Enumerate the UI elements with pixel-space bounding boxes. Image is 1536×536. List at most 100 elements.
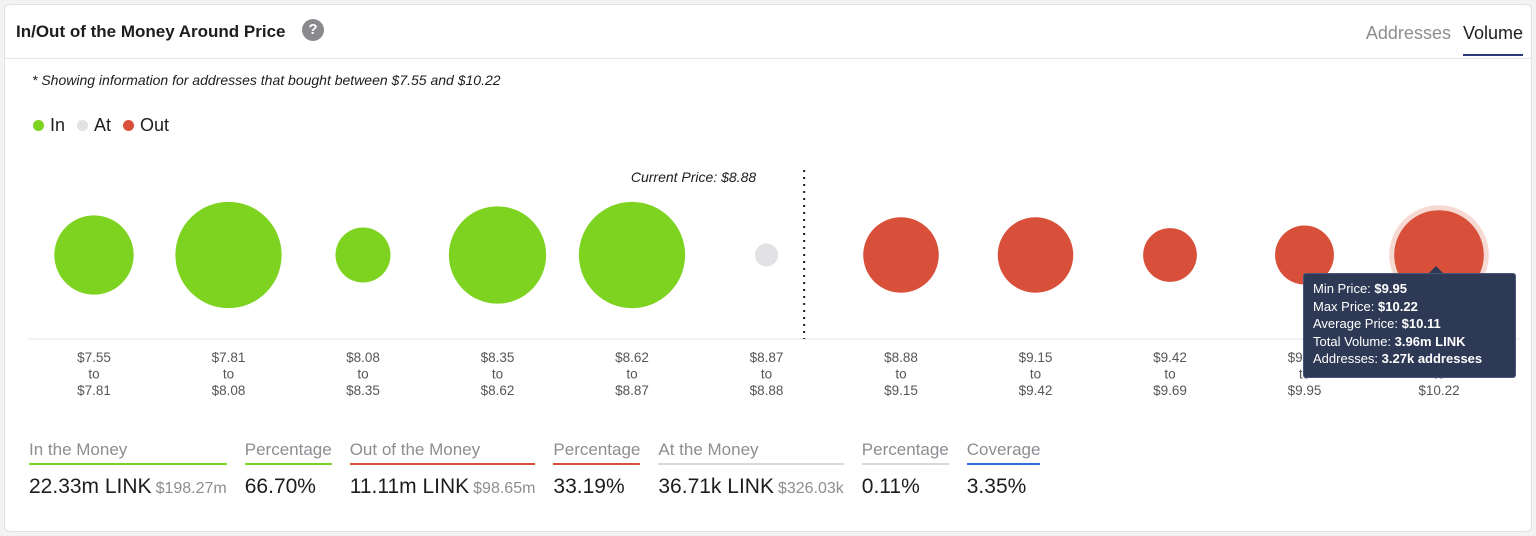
- stat-label: In the Money: [29, 440, 227, 465]
- tooltip-avg-label: Average Price:: [1313, 316, 1399, 331]
- bubble-in: [335, 227, 391, 283]
- card-header: In/Out of the Money Around Price ? Addre…: [5, 5, 1533, 59]
- stat-label: Out of the Money: [349, 440, 536, 465]
- bubble-in: [448, 206, 547, 304]
- stat-out-of-the-money: Out of the Money 11.11m LINK $98.65m: [349, 440, 536, 499]
- tooltip-min-label: Min Price:: [1313, 281, 1371, 296]
- bubble-in: [54, 215, 134, 295]
- tooltip-avg-row: Average Price: $10.11: [1313, 315, 1515, 333]
- stat-label: Percentage: [553, 440, 641, 465]
- range-note: * Showing information for addresses that…: [32, 72, 501, 88]
- bin-label: $7.81: [77, 383, 111, 398]
- bin-label: $8.88: [750, 383, 784, 398]
- bubble-out: [997, 217, 1074, 293]
- bin-label: to: [1030, 367, 1041, 382]
- stat-value: 11.11m LINK $98.65m: [350, 475, 536, 499]
- tooltip-max-label: Max Price:: [1313, 298, 1375, 314]
- stat-label: Percentage: [861, 440, 949, 465]
- stat-value: 0.11%: [861, 475, 920, 498]
- legend-item-at[interactable]: At: [77, 115, 111, 136]
- bubble-out: [1143, 228, 1197, 282]
- tooltip-vol-row: Total Volume: 3.96m LINK: [1313, 333, 1515, 351]
- tooltip-arrow: [1429, 266, 1443, 273]
- bin-label: $8.62: [615, 350, 649, 365]
- bin-label: to: [761, 367, 772, 382]
- help-icon[interactable]: ?: [302, 19, 324, 41]
- bin-label: to: [223, 367, 234, 382]
- tooltip-addr-row: Addresses: 3.27k addresses: [1313, 350, 1515, 368]
- bin-label: $8.08: [212, 383, 246, 398]
- tab-addresses[interactable]: Addresses: [1365, 23, 1451, 43]
- bin-label: $9.42: [1153, 350, 1187, 365]
- stat-main: 11.11m LINK: [349, 475, 470, 498]
- bin-label: to: [88, 367, 99, 382]
- bubble-out: [863, 217, 939, 293]
- summary-stats: In the Money 22.33m LINK $198.27m Percent…: [29, 440, 1058, 499]
- stat-value: 33.19%: [553, 475, 625, 498]
- tooltip-addr-label: Addresses:: [1313, 351, 1379, 366]
- tooltip-min-row: Min Price: $9.95: [1313, 280, 1515, 298]
- bubble-out: [1275, 225, 1334, 285]
- bin-label: to: [626, 367, 637, 382]
- stat-value: 3.35%: [966, 475, 1027, 498]
- bin-label: to: [357, 367, 368, 382]
- stat-sub: $198.27m: [155, 480, 227, 497]
- bin-label: to: [492, 367, 503, 382]
- stat-main: 22.33m LINK: [29, 475, 152, 498]
- view-tabs: Addresses Volume: [1354, 5, 1523, 59]
- bin-label: $9.42: [1019, 383, 1053, 398]
- tooltip-max-row: Max Price: $10.22: [1313, 298, 1515, 316]
- bin-label: $8.08: [346, 350, 380, 365]
- bin-label: $8.87: [615, 383, 649, 398]
- legend-label-out: Out: [140, 115, 170, 135]
- stat-out-percentage: Percentage 33.19%: [553, 440, 641, 499]
- bubble-at: [754, 243, 779, 267]
- stat-in-percentage: Percentage 66.70%: [244, 440, 332, 499]
- bin-label: $8.62: [481, 383, 515, 398]
- chart-legend: In At Out: [33, 115, 181, 136]
- bin-label: $9.15: [1019, 350, 1053, 365]
- tooltip-addr-value: 3.27k addresses: [1381, 351, 1483, 366]
- bin-label: $8.35: [481, 350, 515, 365]
- stat-value: 22.33m LINK $198.27m: [29, 475, 227, 499]
- stat-main: 36.71k LINK: [658, 475, 774, 498]
- stat-value: 66.70%: [244, 475, 316, 498]
- tooltip-vol-value: 3.96m LINK: [1394, 333, 1466, 349]
- bin-label: $8.87: [750, 350, 784, 365]
- bubble-tooltip: Min Price: $9.95 Max Price: $10.22 Avera…: [1303, 273, 1516, 378]
- stat-in-the-money: In the Money 22.33m LINK $198.27m: [29, 440, 227, 499]
- legend-dot-at: [77, 120, 89, 131]
- tooltip-vol-label: Total Volume:: [1313, 333, 1392, 349]
- bin-label: $8.35: [346, 383, 380, 398]
- tooltip-max-value: $10.22: [1378, 298, 1418, 314]
- bin-label: to: [895, 367, 906, 382]
- bin-label: $7.81: [212, 350, 246, 365]
- stat-at-percentage: Percentage 0.11%: [861, 440, 949, 499]
- stat-label: Percentage: [244, 440, 332, 465]
- tooltip-avg-value: $10.11: [1401, 316, 1441, 331]
- legend-label-at: At: [94, 115, 112, 135]
- legend-dot-out: [123, 120, 135, 131]
- bin-label: $7.55: [77, 350, 111, 365]
- stat-label: Coverage: [966, 440, 1041, 465]
- stat-sub: $98.65m: [473, 480, 536, 497]
- stat-label: At the Money: [658, 440, 844, 465]
- stat-at-the-money: At the Money 36.71k LINK $326.03k: [658, 440, 844, 499]
- legend-label-in: In: [50, 115, 66, 135]
- tab-volume[interactable]: Volume: [1462, 5, 1523, 56]
- legend-item-in[interactable]: In: [33, 115, 65, 136]
- bin-label: $9.15: [884, 383, 918, 398]
- bin-label: $10.22: [1418, 383, 1459, 398]
- tooltip-min-value: $9.95: [1374, 281, 1407, 296]
- bin-label: $8.88: [884, 350, 918, 365]
- bin-label: $9.69: [1153, 383, 1187, 398]
- stat-coverage: Coverage 3.35%: [966, 440, 1041, 499]
- stat-value: 36.71k LINK $326.03k: [658, 475, 843, 499]
- legend-item-out[interactable]: Out: [123, 115, 169, 136]
- legend-dot-in: [33, 120, 44, 131]
- bin-label: $9.95: [1288, 383, 1322, 398]
- bin-label: to: [1164, 367, 1175, 382]
- card-title: In/Out of the Money Around Price: [16, 22, 286, 41]
- current-price-label: Current Price: $8.88: [631, 169, 756, 185]
- stat-sub: $326.03k: [777, 480, 844, 497]
